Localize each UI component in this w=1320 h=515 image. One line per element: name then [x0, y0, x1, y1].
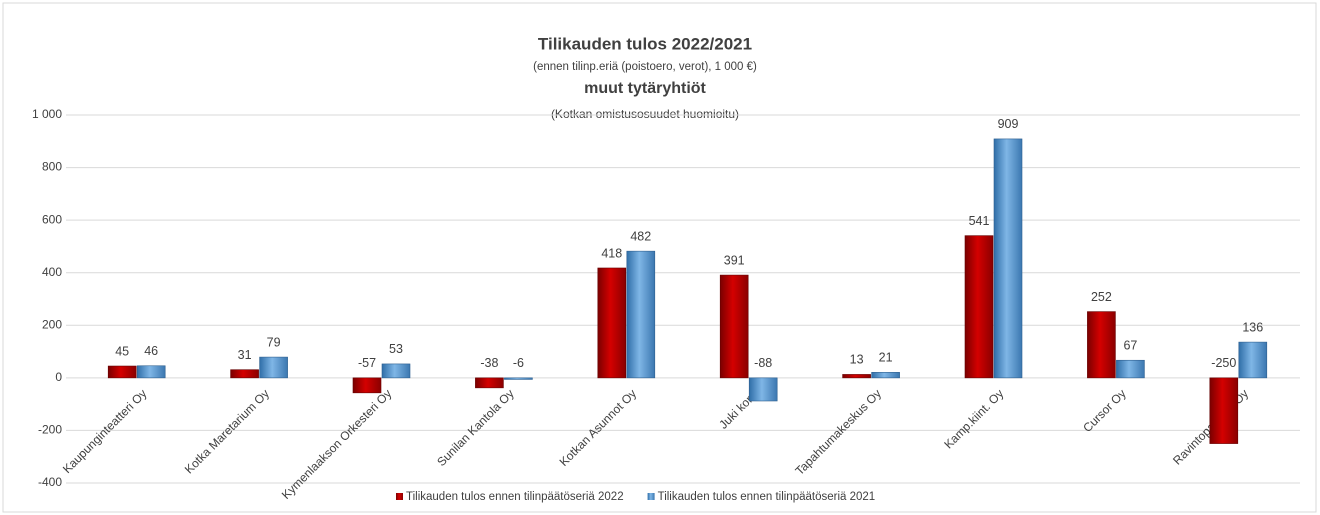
- y-tick-label: -200: [38, 423, 62, 437]
- bar: [1209, 377, 1239, 444]
- data-label: -38: [480, 356, 498, 370]
- data-label: 909: [998, 117, 1019, 131]
- chart-subtitle: (ennen tilinp.eriä (poistoero, verot), 1…: [533, 61, 757, 73]
- bar: [842, 374, 871, 379]
- bar: [504, 377, 533, 380]
- bar: [475, 377, 504, 389]
- bar: [259, 356, 288, 379]
- data-label: 541: [969, 214, 990, 228]
- bar: [381, 363, 411, 379]
- y-tick-label: -400: [38, 475, 62, 489]
- y-tick-label: 400: [42, 265, 62, 279]
- chart-title: Tilikauden tulos 2022/2021: [538, 34, 752, 53]
- data-label: 46: [144, 344, 158, 358]
- bar: [1116, 359, 1145, 379]
- y-tick-label: 0: [55, 370, 62, 384]
- data-label: 13: [850, 353, 864, 367]
- data-label: 482: [630, 229, 651, 243]
- data-label: -6: [513, 356, 524, 370]
- data-label: 136: [1242, 320, 1263, 334]
- bar: [964, 235, 994, 379]
- data-label: 53: [389, 342, 403, 356]
- data-label: 391: [724, 253, 745, 267]
- bar: [748, 377, 778, 402]
- data-label: -57: [358, 356, 376, 370]
- data-label: 45: [115, 344, 129, 358]
- bar: [136, 365, 166, 379]
- y-tick-label: 1 000: [32, 107, 62, 121]
- bar: [993, 138, 1023, 379]
- data-label: 67: [1123, 339, 1137, 353]
- bar: [626, 250, 656, 379]
- bar: [871, 372, 900, 379]
- data-label: 418: [601, 246, 622, 260]
- data-label: 79: [267, 335, 281, 349]
- bar: [107, 365, 137, 379]
- data-label: -250: [1211, 356, 1236, 370]
- chart-subtitle2: (Kotkan omistusosuudet huomioitu): [551, 107, 739, 121]
- bar: [1087, 311, 1116, 379]
- bar: [230, 369, 259, 379]
- y-tick-label: 600: [42, 212, 62, 226]
- legend-swatch: [396, 493, 403, 500]
- legend-label: Tilikauden tulos ennen tilinpäätöseriä 2…: [406, 491, 624, 503]
- data-label: 31: [238, 348, 252, 362]
- bar: [352, 377, 382, 394]
- data-label: 252: [1091, 290, 1112, 304]
- bar: [719, 274, 749, 379]
- bar: [1238, 341, 1268, 379]
- chart-title2: muut tytäryhtiöt: [584, 80, 706, 97]
- bar: [597, 267, 627, 379]
- y-tick-label: 200: [42, 317, 62, 331]
- y-tick-label: 800: [42, 160, 62, 174]
- legend-label: Tilikauden tulos ennen tilinpäätöseriä 2…: [658, 491, 876, 503]
- legend-swatch: [647, 493, 655, 500]
- data-label: 21: [879, 351, 893, 365]
- data-label: -88: [754, 356, 772, 370]
